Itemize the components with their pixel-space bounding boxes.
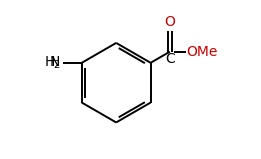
Text: O: O: [164, 15, 175, 29]
Text: 2: 2: [54, 60, 60, 70]
Text: C: C: [165, 52, 175, 66]
Text: N: N: [49, 55, 60, 69]
Text: OMe: OMe: [187, 45, 218, 59]
Text: H: H: [44, 55, 55, 69]
